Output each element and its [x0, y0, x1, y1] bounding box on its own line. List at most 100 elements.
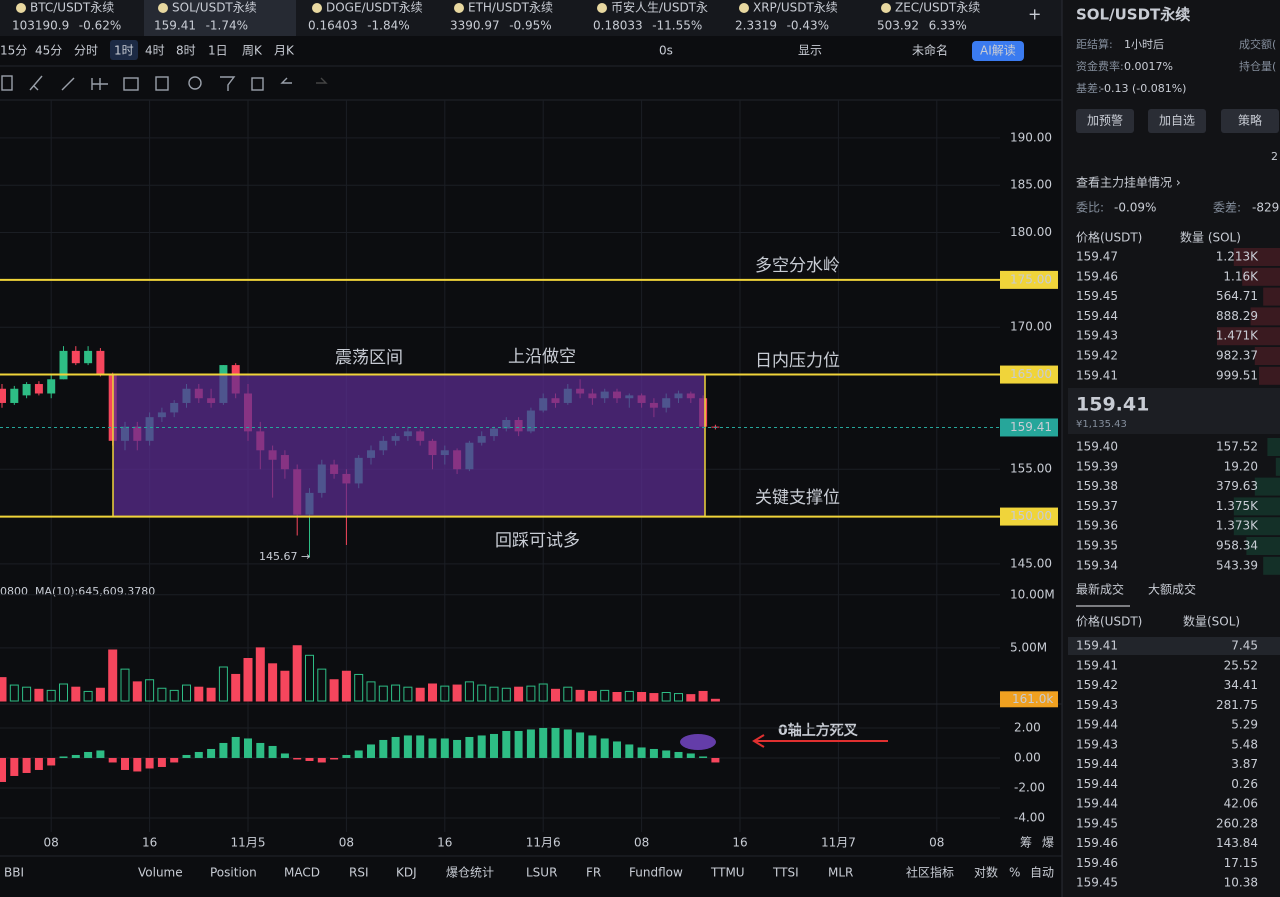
x-tick-label: 08 — [339, 836, 354, 850]
macd-bar — [293, 757, 302, 760]
indicator-tab[interactable]: MACD — [284, 866, 320, 880]
button-label[interactable]: 加预警 — [1087, 113, 1123, 128]
trade-tab[interactable]: 最新成交 — [1076, 582, 1124, 597]
annotation: 0轴上方死叉 — [778, 722, 859, 739]
volume-bar — [698, 690, 708, 702]
interval[interactable]: 月K — [274, 44, 295, 58]
interval[interactable]: 1日 — [208, 44, 228, 58]
macd-bar — [428, 738, 437, 758]
macd-bar — [256, 742, 265, 758]
macd-bar — [600, 738, 609, 758]
button-label[interactable]: 加自选 — [1159, 114, 1195, 128]
level-tag — [1000, 507, 1058, 526]
indicator-tab[interactable]: TTMU — [710, 866, 745, 880]
level-label: 175.00 — [1010, 272, 1052, 286]
indicator-tab[interactable]: Position — [210, 866, 257, 880]
add-tab[interactable]: + — [1028, 5, 1041, 24]
macd-bar — [145, 757, 154, 769]
x-tick-label: 11月6 — [526, 836, 561, 850]
indicator-tab[interactable]: KDJ — [396, 866, 417, 880]
tab-price: 503.92 — [877, 19, 919, 33]
interval[interactable]: 15分 — [0, 44, 27, 58]
bid-price: 159.39 — [1076, 459, 1118, 473]
trade-tab[interactable]: 大额成交 — [1148, 582, 1196, 597]
interval[interactable]: 周K — [242, 44, 263, 58]
display-button[interactable]: 显示 — [798, 44, 822, 58]
indicator-tab[interactable]: LSUR — [526, 866, 557, 880]
tab-price: 159.41 — [154, 19, 196, 33]
indicator-tab[interactable]: MLR — [828, 866, 853, 880]
tab-price: 0.18033 — [593, 19, 643, 33]
ai-label[interactable]: AI解读 — [980, 44, 1016, 58]
volume-bar — [71, 686, 81, 702]
ask-price: 159.45 — [1076, 289, 1118, 303]
volume-bar — [169, 689, 179, 702]
auto-toggle[interactable]: 自动 — [1030, 866, 1054, 880]
button-label[interactable]: 策略 — [1238, 113, 1262, 128]
indicator-tab[interactable]: BBI — [4, 866, 24, 880]
interval[interactable]: 45分 — [35, 44, 62, 58]
interval[interactable]: 分时 — [74, 44, 98, 58]
percent-toggle[interactable]: % — [1009, 866, 1020, 880]
info-label: 持仓量( — [1239, 59, 1276, 73]
x-tick-label: 08 — [929, 836, 944, 850]
layout-name[interactable]: 未命名 — [912, 43, 948, 58]
low-label: 145.67 → — [259, 550, 310, 563]
indicator-tab[interactable]: TTSI — [772, 866, 799, 880]
macd-bar — [317, 757, 326, 763]
macd-bar — [157, 757, 166, 767]
macd-bar — [133, 757, 142, 772]
tab-name[interactable]: XRP/USDT永续 — [753, 1, 838, 15]
tab-name[interactable]: 币安人生/USDT永 — [611, 0, 708, 15]
ask-price: 159.42 — [1076, 349, 1118, 363]
indicator-tab[interactable]: Volume — [138, 866, 183, 880]
ask-price: 159.44 — [1076, 309, 1118, 323]
tab-name[interactable]: BTC/USDT永续 — [30, 1, 114, 15]
volume-bar — [194, 686, 204, 702]
button[interactable] — [1076, 109, 1134, 133]
tab-name[interactable]: ETH/USDT永续 — [468, 1, 553, 15]
level-tag — [1000, 365, 1058, 384]
macd-bar — [662, 750, 671, 758]
trade-price: 159.45 — [1076, 876, 1118, 890]
macd-bar — [588, 735, 597, 758]
trade-price: 159.45 — [1076, 816, 1118, 830]
tab-name[interactable]: SOL/USDT永续 — [172, 1, 257, 15]
ask-qty: 1.16K — [1223, 269, 1259, 283]
button[interactable] — [1221, 109, 1279, 133]
bid-price: 159.35 — [1076, 539, 1118, 553]
indicator-tab[interactable]: FR — [586, 866, 601, 880]
main-orders-link[interactable]: 查看主力挂单情况 › — [1076, 176, 1181, 190]
community-button[interactable]: 社区指标 — [906, 865, 954, 880]
macd-bar — [0, 757, 6, 782]
interval[interactable]: 1时 — [114, 44, 134, 58]
tab-name[interactable]: ZEC/USDT永续 — [895, 1, 980, 15]
indicator-tab[interactable]: Fundflow — [629, 866, 683, 880]
volume-bar — [329, 679, 339, 702]
tab-name[interactable]: DOGE/USDT永续 — [326, 1, 423, 15]
volume-bar — [206, 687, 216, 702]
range-box — [112, 373, 706, 518]
indicator-tab[interactable]: RSI — [349, 866, 369, 880]
macd-bar — [305, 757, 314, 761]
volume-bar — [415, 687, 425, 702]
volume-bar — [83, 690, 93, 702]
ai-button[interactable] — [972, 41, 1024, 61]
y-tick-label: 5.00M — [1010, 640, 1047, 654]
indicator-tab[interactable]: 爆仓统计 — [446, 866, 494, 880]
bid-price: 159.38 — [1076, 479, 1118, 493]
volume-bar — [366, 681, 376, 702]
depth-bar — [1254, 477, 1280, 496]
depth-bar — [1242, 267, 1280, 286]
volume-bar — [0, 677, 7, 702]
interval[interactable]: 4时 — [145, 44, 165, 58]
x-tick-label: 16 — [142, 836, 157, 850]
macd-bar — [465, 736, 474, 758]
button[interactable] — [1148, 109, 1206, 133]
volume-bar — [403, 686, 413, 702]
log-toggle[interactable]: 对数 — [974, 865, 998, 880]
interval[interactable]: 8时 — [176, 44, 196, 58]
macd-bar — [649, 748, 658, 758]
macd-bar — [207, 748, 216, 758]
